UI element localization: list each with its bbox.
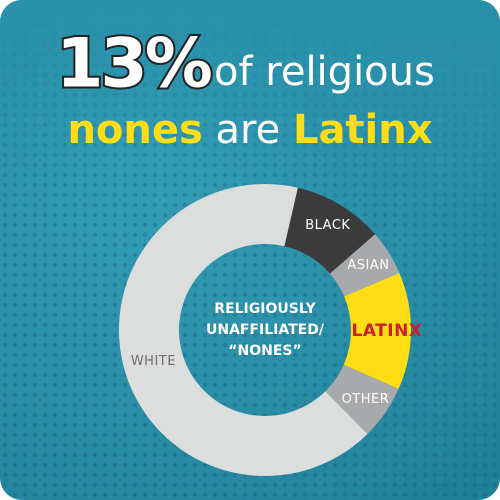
center-label: RELIGIOUSLY bbox=[214, 301, 316, 317]
slice-label: ASIAN bbox=[347, 258, 389, 273]
slice-label: OTHER bbox=[342, 392, 390, 407]
center-label: “NONES” bbox=[228, 343, 301, 359]
donut: BLACK ASIAN LATINX OTHER WHITE bbox=[118, 184, 423, 477]
donut-slice bbox=[284, 187, 376, 274]
slice-label: BLACK bbox=[305, 218, 350, 233]
center-label: UNAFFILIATED/ bbox=[206, 322, 325, 338]
donut-slice bbox=[325, 364, 399, 434]
donut-slice bbox=[329, 234, 400, 297]
title-line2: nones are Latinx bbox=[67, 107, 432, 153]
title-word: Latinx bbox=[293, 107, 433, 153]
slice-label: LATINX bbox=[352, 321, 423, 341]
title-word: are bbox=[216, 107, 281, 153]
title-big: 13% bbox=[56, 25, 211, 104]
title-rest: of religious bbox=[214, 49, 435, 95]
donut-slice bbox=[118, 184, 368, 477]
slice-label: WHITE bbox=[131, 354, 176, 369]
title-word: nones bbox=[67, 107, 202, 153]
donut-slice bbox=[343, 272, 411, 389]
